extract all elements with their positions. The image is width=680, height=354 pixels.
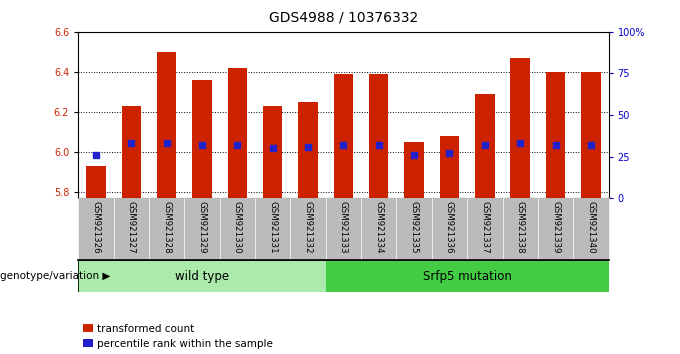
Bar	[546, 72, 565, 198]
Bar	[78, 198, 114, 260]
Bar	[361, 198, 396, 260]
Point	[550, 142, 561, 148]
Bar	[263, 106, 282, 198]
Point	[303, 144, 313, 149]
Bar	[573, 198, 609, 260]
Text: GSM921333: GSM921333	[339, 201, 348, 254]
Text: GDS4988 / 10376332: GDS4988 / 10376332	[269, 11, 418, 25]
Bar	[326, 260, 609, 292]
Point	[585, 142, 596, 148]
Point	[515, 141, 526, 146]
Point	[267, 145, 278, 151]
Bar	[192, 80, 211, 198]
Text: GSM921340: GSM921340	[586, 201, 596, 254]
Bar	[432, 198, 467, 260]
Text: GSM921339: GSM921339	[551, 201, 560, 254]
Text: wild type: wild type	[175, 270, 229, 282]
Bar	[581, 72, 600, 198]
Bar	[122, 106, 141, 198]
Point	[126, 141, 137, 146]
Text: GSM921326: GSM921326	[91, 201, 101, 254]
Bar	[503, 198, 538, 260]
Bar	[290, 198, 326, 260]
Bar	[228, 68, 247, 198]
Bar	[475, 94, 494, 198]
Text: GSM921331: GSM921331	[268, 201, 277, 254]
Bar	[511, 58, 530, 198]
Bar	[86, 166, 105, 198]
Text: genotype/variation ▶: genotype/variation ▶	[0, 271, 110, 281]
Text: GSM921335: GSM921335	[409, 201, 419, 254]
Point	[479, 142, 490, 148]
Point	[232, 142, 243, 148]
Point	[338, 142, 349, 148]
Text: Srfp5 mutation: Srfp5 mutation	[423, 270, 511, 282]
Legend: transformed count, percentile rank within the sample: transformed count, percentile rank withi…	[84, 324, 273, 349]
Bar	[220, 198, 255, 260]
Point	[90, 152, 101, 158]
Bar	[157, 52, 176, 198]
Bar	[184, 198, 220, 260]
Bar	[467, 198, 503, 260]
Bar	[405, 142, 424, 198]
Bar	[369, 74, 388, 198]
Point	[409, 152, 420, 158]
Point	[373, 142, 384, 148]
Text: GSM921327: GSM921327	[126, 201, 136, 254]
Bar	[538, 198, 573, 260]
Bar	[334, 74, 353, 198]
Text: GSM921328: GSM921328	[162, 201, 171, 254]
Text: GSM921338: GSM921338	[515, 201, 525, 254]
Point	[197, 142, 207, 148]
Text: GSM921329: GSM921329	[197, 201, 207, 254]
Bar	[255, 198, 290, 260]
Point	[444, 150, 455, 156]
Bar	[440, 136, 459, 198]
Bar	[78, 260, 326, 292]
Bar	[149, 198, 184, 260]
Point	[161, 141, 172, 146]
Bar	[299, 102, 318, 198]
Text: GSM921332: GSM921332	[303, 201, 313, 254]
Bar	[396, 198, 432, 260]
Bar	[326, 198, 361, 260]
Text: GSM921337: GSM921337	[480, 201, 490, 254]
Text: GSM921336: GSM921336	[445, 201, 454, 254]
Bar	[114, 198, 149, 260]
Text: GSM921330: GSM921330	[233, 201, 242, 254]
Text: GSM921334: GSM921334	[374, 201, 384, 254]
